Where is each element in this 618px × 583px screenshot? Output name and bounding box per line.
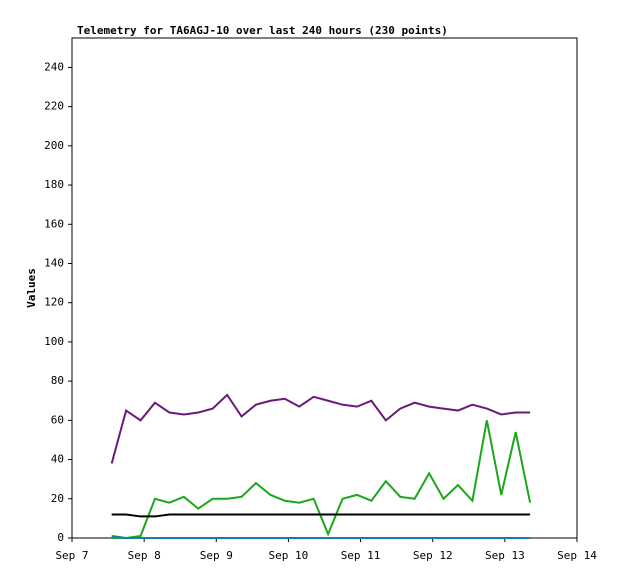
y-tick-label: 120 <box>44 296 64 309</box>
y-tick-label: 220 <box>44 100 64 113</box>
x-tick-label: Sep 13 <box>485 549 525 562</box>
x-tick-label: Sep 14 <box>557 549 597 562</box>
x-tick-label: Sep 11 <box>341 549 381 562</box>
y-tick-label: 0 <box>57 531 64 544</box>
series-line <box>110 393 531 464</box>
series-line <box>111 535 531 539</box>
y-tick-label: 200 <box>44 139 64 152</box>
x-tick-label: Sep 12 <box>413 549 453 562</box>
plot-frame <box>71 37 578 539</box>
y-tick-label: 60 <box>51 413 64 426</box>
series-line <box>111 420 532 539</box>
y-axis-label: Values <box>25 268 38 308</box>
x-tick-label: Sep 10 <box>269 549 309 562</box>
y-tick-label: 40 <box>51 453 64 466</box>
y-tick-label: 160 <box>44 217 64 230</box>
y-tick-label: 180 <box>44 178 64 191</box>
x-tick-label: Sep 7 <box>55 549 88 562</box>
y-tick-label: 140 <box>44 256 64 269</box>
y-tick-label: 100 <box>44 335 64 348</box>
y-tick-label: 240 <box>44 60 64 73</box>
y-tick-label: 20 <box>51 492 64 505</box>
series-line <box>111 513 531 518</box>
chart-title: Telemetry for TA6AGJ-10 over last 240 ho… <box>77 24 448 37</box>
x-tick-label: Sep 8 <box>128 549 161 562</box>
x-tick-label: Sep 9 <box>200 549 233 562</box>
y-tick-label: 80 <box>51 374 64 387</box>
